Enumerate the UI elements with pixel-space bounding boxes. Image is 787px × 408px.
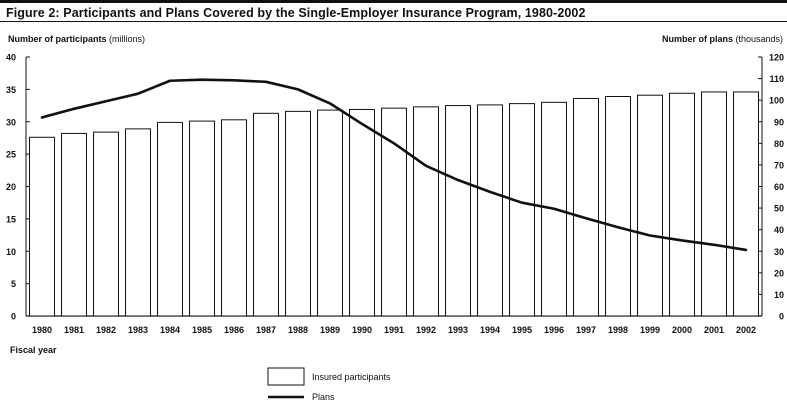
bar-participants-1990 [349, 108, 375, 317]
bar-participants-1989 [317, 109, 343, 317]
x-tick-label: 1997 [576, 325, 596, 335]
bar-participants-2002 [733, 91, 759, 317]
x-tick-label: 1991 [384, 325, 404, 335]
bar-participants-1984 [157, 121, 183, 317]
x-tick-label: 1983 [128, 325, 148, 335]
bar-participants-2000 [669, 92, 695, 317]
x-tick-label: 1981 [64, 325, 84, 335]
left-axis-title: Number of participants (millions) [8, 34, 145, 44]
x-tick-label: 1984 [160, 325, 180, 335]
left-tick-label: 30 [6, 117, 16, 127]
right-axis-title: Number of plans (thousands) [662, 34, 783, 44]
chart-title: Figure 2: Participants and Plans Covered… [6, 6, 586, 20]
bar-participants-1986 [221, 119, 247, 317]
bar-participants-1981 [61, 132, 87, 317]
right-tick-label: 100 [769, 96, 784, 106]
right-tick-label: 80 [774, 139, 784, 149]
x-tick-label: 2000 [672, 325, 692, 335]
x-tick-label: 1995 [512, 325, 532, 335]
bars-group [29, 91, 759, 317]
legend-line-label: Plans [312, 392, 335, 402]
x-tick-label: 1996 [544, 325, 564, 335]
bar-participants-1982 [93, 131, 119, 317]
bar-participants-1999 [637, 94, 663, 317]
right-axis-title-unit: (thousands) [733, 34, 783, 44]
x-tick-label: 1993 [448, 325, 468, 335]
right-tick-label: 30 [774, 247, 784, 257]
left-tick-label: 10 [6, 247, 16, 257]
bar-participants-1985 [189, 120, 215, 317]
bar-participants-2001 [701, 91, 727, 317]
left-tick-label: 35 [6, 85, 16, 95]
right-tick-label: 110 [769, 74, 784, 84]
x-axis-title: Fiscal year [10, 345, 57, 355]
x-tick-label: 1986 [224, 325, 244, 335]
right-tick-label: 10 [774, 290, 784, 300]
right-tick-label: 50 [774, 204, 784, 214]
x-tick-label: 1992 [416, 325, 436, 335]
right-axis-title-main: Number of plans [662, 34, 733, 44]
bar-participants-1980 [29, 136, 55, 317]
bar-participants-1987 [253, 112, 279, 317]
legend-bar-label: Insured participants [312, 372, 391, 382]
legend-bar-swatch [267, 367, 305, 386]
x-tick-label: 2001 [704, 325, 724, 335]
left-tick-label: 5 [11, 279, 16, 289]
bar-participants-1992 [413, 106, 439, 317]
left-axis-title-main: Number of participants [8, 34, 107, 44]
bar-participants-1983 [125, 128, 151, 317]
bar-participants-1994 [477, 104, 503, 317]
left-tick-label: 40 [6, 53, 16, 63]
bar-participants-1993 [445, 105, 471, 317]
right-tick-label: 0 [779, 312, 784, 322]
left-axis-title-unit: (millions) [107, 34, 146, 44]
x-tick-label: 1990 [352, 325, 372, 335]
left-tick-label: 20 [6, 182, 16, 192]
bar-participants-1998 [605, 95, 631, 317]
plans-line [40, 78, 748, 252]
x-tick-label: 1985 [192, 325, 212, 335]
x-tick-label: 1988 [288, 325, 308, 335]
left-tick-label: 15 [6, 214, 16, 224]
x-tick-label: 1982 [96, 325, 116, 335]
x-tick-label: 2002 [736, 325, 756, 335]
right-tick-label: 70 [774, 160, 784, 170]
bar-participants-1988 [285, 110, 311, 317]
left-tick-label: 0 [11, 312, 16, 322]
line-group [40, 78, 748, 252]
right-tick-label: 120 [769, 53, 784, 63]
legend: Insured participants Plans [267, 367, 391, 402]
right-tick-label: 60 [774, 182, 784, 192]
bar-participants-1997 [573, 97, 599, 317]
figure-title-bar: Figure 2: Participants and Plans Covered… [0, 0, 787, 22]
right-tick-label: 90 [774, 117, 784, 127]
right-tick-label: 20 [774, 268, 784, 278]
x-tick-label: 1987 [256, 325, 276, 335]
x-tick-label: 1998 [608, 325, 628, 335]
labels-group: 0 5 10 15 20 25 30 35 40 0 10 20 30 40 50 60 70 80 90 100 11… [6, 34, 784, 355]
left-tick-label: 25 [6, 150, 16, 160]
x-tick-label: 1994 [480, 325, 500, 335]
bar-participants-1995 [509, 103, 535, 317]
x-tick-label: 1989 [320, 325, 340, 335]
right-tick-label: 40 [774, 225, 784, 235]
x-tick-label: 1980 [32, 325, 52, 335]
x-tick-label: 1999 [640, 325, 660, 335]
